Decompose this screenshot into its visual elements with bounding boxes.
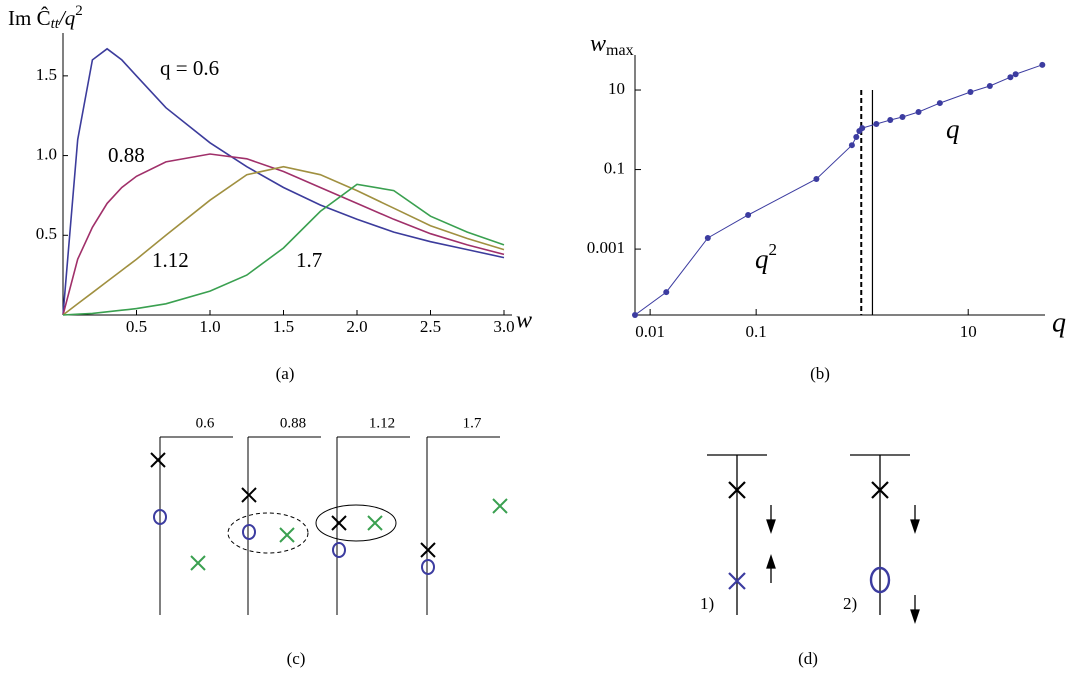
panel-d-diagram — [707, 454, 920, 625]
annotation: 1.7 — [296, 248, 322, 272]
zero-marker — [242, 524, 256, 540]
x-axis-label: w — [516, 308, 532, 334]
point — [899, 113, 906, 120]
diagram-label: 0.6 — [196, 415, 215, 431]
y-tick-label: 0.001 — [587, 238, 625, 257]
pole-marker — [420, 542, 436, 558]
pole-marker — [492, 498, 508, 514]
group-outline — [227, 512, 309, 554]
pole-marker — [190, 555, 206, 571]
point — [704, 235, 711, 242]
point — [632, 312, 638, 318]
x-tick-label: 10 — [960, 322, 977, 341]
annotation: 1.12 — [152, 248, 189, 272]
y-tick-label: 10 — [608, 79, 625, 98]
x-tick-label: 1.5 — [273, 317, 294, 336]
point — [1012, 71, 1019, 78]
y-tick-label: 1.0 — [36, 144, 57, 163]
annotation: 0.88 — [108, 143, 145, 167]
pole-marker — [150, 452, 166, 468]
annotation: q2 — [755, 240, 777, 274]
series-line — [62, 183, 505, 316]
diagram-label: 2) — [843, 594, 857, 613]
series-line — [62, 153, 505, 316]
point — [986, 83, 993, 90]
x-tick-label: 0.1 — [746, 322, 767, 341]
y-label-part: /q — [58, 6, 76, 30]
y-axis-label: wmax — [590, 31, 634, 59]
group-outline — [315, 504, 397, 542]
point — [848, 142, 855, 149]
point — [967, 89, 974, 96]
x-axis-label: q — [1052, 307, 1066, 338]
annotation: q = 0.6 — [160, 56, 219, 80]
x-tick-label: 3.0 — [493, 317, 514, 336]
zero-marker — [332, 542, 346, 558]
y-tick-label: 0.1 — [604, 158, 625, 177]
x-tick-label: 0.01 — [635, 322, 665, 341]
diagram-label: 1) — [700, 594, 714, 613]
caption: (c) — [287, 649, 306, 668]
annotation-sup: 2 — [769, 240, 778, 259]
y-axis-label: Im Ĉtt/q2 — [8, 3, 83, 32]
series-line — [62, 165, 505, 316]
zero-marker — [421, 559, 435, 575]
point — [873, 120, 880, 127]
pole-marker — [367, 515, 383, 531]
y-label-sup: 2 — [75, 3, 83, 19]
point — [745, 211, 752, 218]
point — [887, 117, 894, 124]
point — [859, 125, 866, 132]
x-tick-label: 1.0 — [199, 317, 220, 336]
diagram-label: 1.12 — [369, 415, 395, 431]
point — [813, 175, 820, 182]
caption: (a) — [276, 364, 295, 383]
diagram-label: 1.7 — [463, 415, 482, 431]
pole-marker — [331, 515, 347, 531]
y-label-part: w — [590, 31, 606, 57]
point — [936, 100, 943, 107]
point — [663, 289, 670, 296]
annotation: q — [946, 114, 960, 144]
pole-marker — [241, 487, 257, 503]
diagram-label: 0.88 — [280, 415, 306, 431]
pole-marker — [279, 527, 295, 543]
y-tick-label: 1.5 — [36, 65, 57, 84]
x-tick-label: 2.5 — [420, 317, 441, 336]
series-line — [634, 64, 1043, 316]
y-label-part: Im Ĉ — [8, 6, 51, 30]
x-tick-label: 2.0 — [346, 317, 367, 336]
series-line — [62, 47, 505, 316]
y-label-sub: max — [606, 42, 634, 59]
point — [853, 133, 860, 140]
point — [1007, 74, 1014, 81]
y-label-sub: tt — [51, 16, 60, 32]
point — [915, 109, 922, 116]
annotation-part: q — [946, 114, 960, 144]
zero-marker — [153, 509, 167, 525]
x-tick-label: 0.5 — [126, 317, 147, 336]
annotation-part: q — [755, 244, 769, 274]
y-tick-label: 0.5 — [36, 224, 57, 243]
caption: (d) — [798, 649, 818, 668]
caption: (b) — [810, 364, 830, 383]
point — [1039, 61, 1046, 68]
